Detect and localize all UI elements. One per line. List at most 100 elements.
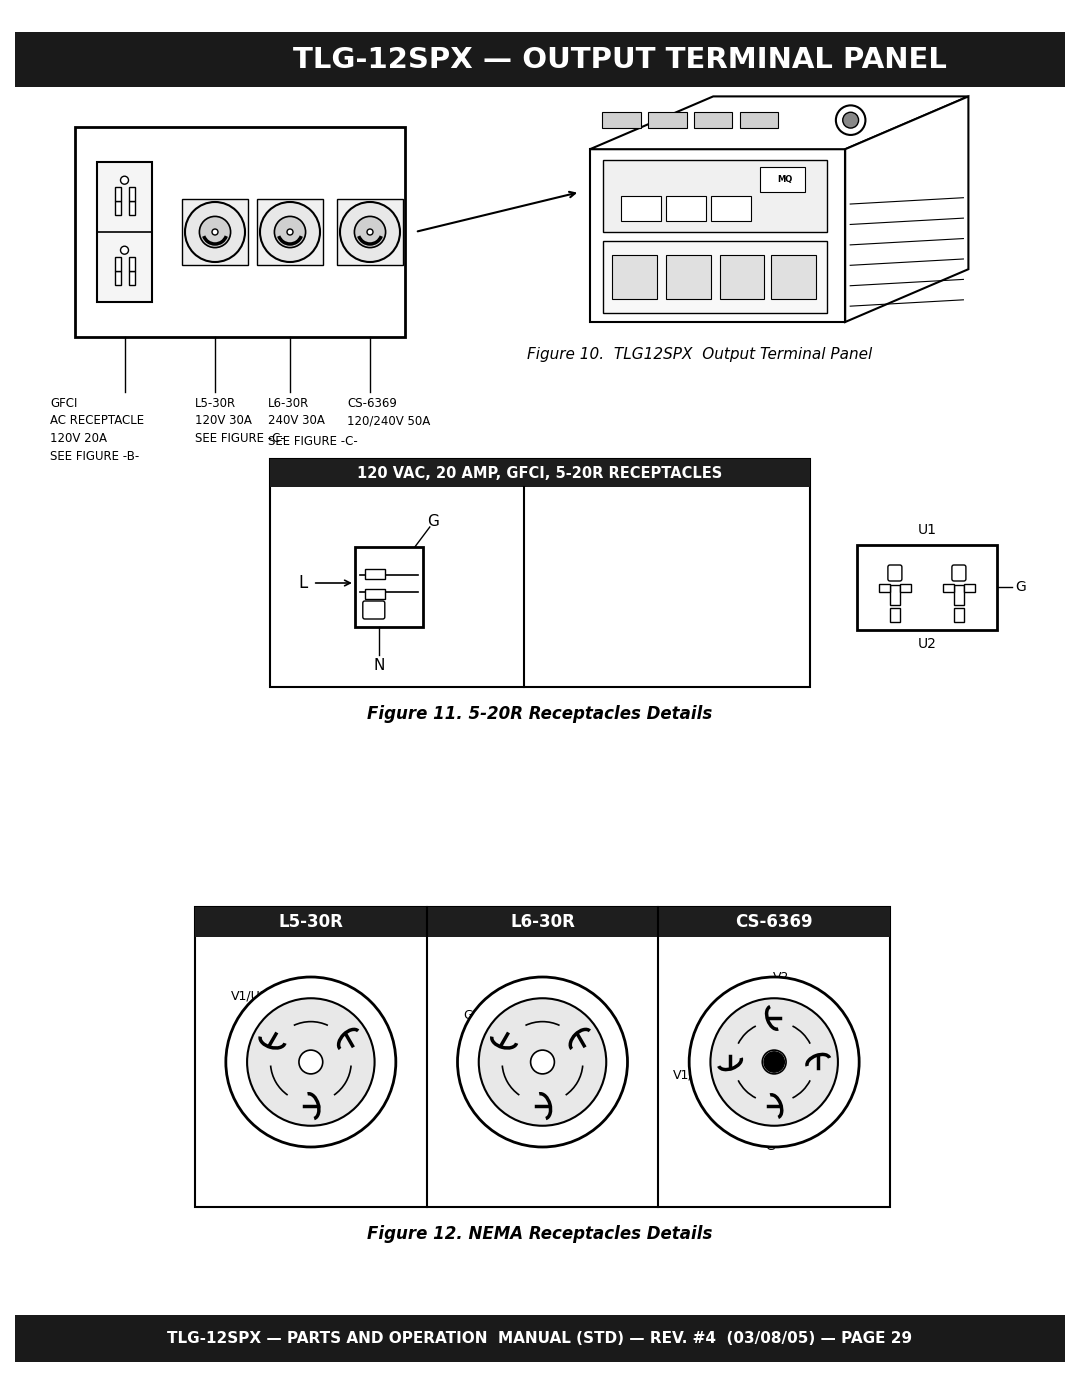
Text: U1: U1 bbox=[597, 1017, 615, 1030]
Bar bbox=[879, 584, 890, 592]
Bar bbox=[427, 907, 659, 937]
Circle shape bbox=[836, 105, 865, 136]
Bar bbox=[603, 159, 827, 232]
Bar bbox=[760, 166, 805, 193]
Bar bbox=[890, 585, 900, 605]
Bar bbox=[365, 590, 384, 599]
Text: TLG-12SPX — PARTS AND OPERATION  MANUAL (STD) — REV. #4  (03/08/05) — PAGE 29: TLG-12SPX — PARTS AND OPERATION MANUAL (… bbox=[167, 1331, 913, 1345]
Text: L: L bbox=[298, 574, 308, 592]
Bar bbox=[129, 187, 135, 201]
Bar bbox=[97, 162, 152, 302]
Bar bbox=[195, 907, 427, 937]
Bar bbox=[195, 907, 890, 1207]
Bar bbox=[603, 240, 827, 313]
Bar bbox=[711, 196, 751, 221]
Ellipse shape bbox=[121, 176, 129, 184]
Circle shape bbox=[764, 1052, 784, 1073]
Bar bbox=[270, 460, 810, 488]
Bar bbox=[963, 584, 975, 592]
Text: 120 VAC, 20 AMP, GFCI, 5-20R RECEPTACLES: 120 VAC, 20 AMP, GFCI, 5-20R RECEPTACLES bbox=[357, 465, 723, 481]
Text: G: G bbox=[765, 1140, 774, 1153]
Bar bbox=[719, 256, 765, 299]
Bar bbox=[15, 1315, 1065, 1362]
Circle shape bbox=[458, 977, 627, 1147]
Circle shape bbox=[689, 977, 860, 1147]
Bar bbox=[365, 569, 384, 578]
Bar bbox=[257, 198, 323, 265]
Circle shape bbox=[340, 203, 400, 263]
Circle shape bbox=[842, 112, 859, 129]
Bar bbox=[665, 256, 711, 299]
Circle shape bbox=[260, 203, 320, 263]
Text: Y: Y bbox=[302, 1088, 310, 1101]
Text: X: X bbox=[804, 1009, 812, 1021]
Text: Y: Y bbox=[502, 1088, 510, 1101]
Bar bbox=[648, 112, 687, 129]
Circle shape bbox=[212, 229, 218, 235]
Circle shape bbox=[247, 999, 375, 1126]
Bar bbox=[15, 32, 1065, 87]
Text: U2: U2 bbox=[918, 637, 936, 651]
Text: U1: U1 bbox=[843, 1041, 861, 1053]
Polygon shape bbox=[846, 96, 969, 321]
Text: V2: V2 bbox=[526, 1137, 542, 1150]
Circle shape bbox=[478, 999, 606, 1126]
Bar bbox=[129, 257, 135, 271]
Text: L5-30R: L5-30R bbox=[279, 914, 343, 930]
Circle shape bbox=[354, 217, 386, 247]
Bar bbox=[954, 608, 963, 622]
Bar bbox=[856, 545, 997, 630]
Ellipse shape bbox=[121, 246, 129, 254]
Circle shape bbox=[530, 1051, 554, 1074]
Circle shape bbox=[367, 229, 373, 235]
Circle shape bbox=[200, 217, 231, 247]
Bar bbox=[740, 112, 779, 129]
Text: Figure 10.  TLG12SPX  Output Terminal Panel: Figure 10. TLG12SPX Output Terminal Pane… bbox=[527, 346, 873, 362]
Bar bbox=[659, 907, 890, 937]
Text: U1: U1 bbox=[917, 522, 936, 536]
Text: X: X bbox=[551, 1088, 559, 1101]
Bar bbox=[900, 584, 910, 592]
FancyBboxPatch shape bbox=[363, 601, 384, 619]
Text: G: G bbox=[1015, 580, 1026, 594]
Circle shape bbox=[185, 203, 245, 263]
Text: Figure 12. NEMA Receptacles Details: Figure 12. NEMA Receptacles Details bbox=[367, 1225, 713, 1243]
Text: TLG-12SPX — OUTPUT TERMINAL PANEL: TLG-12SPX — OUTPUT TERMINAL PANEL bbox=[293, 46, 947, 74]
Bar bbox=[114, 257, 121, 271]
Bar bbox=[621, 196, 661, 221]
Bar bbox=[665, 196, 706, 221]
Text: W: W bbox=[757, 1056, 771, 1069]
Bar bbox=[943, 584, 954, 592]
Bar bbox=[129, 271, 135, 285]
Polygon shape bbox=[590, 149, 846, 321]
Text: V1/U2: V1/U2 bbox=[231, 989, 268, 1002]
Text: V1/U2: V1/U2 bbox=[673, 1069, 711, 1081]
Bar bbox=[114, 271, 121, 285]
Text: L6-30R
240V 30A: L6-30R 240V 30A bbox=[268, 397, 325, 427]
Text: CS-6369
120/240V 50A: CS-6369 120/240V 50A bbox=[347, 397, 430, 427]
Text: N: N bbox=[373, 658, 384, 672]
Bar bbox=[183, 198, 248, 265]
Text: SEE FIGURE -C-: SEE FIGURE -C- bbox=[268, 434, 357, 448]
Text: L6-30R: L6-30R bbox=[510, 914, 575, 930]
Circle shape bbox=[711, 999, 838, 1126]
Circle shape bbox=[287, 229, 293, 235]
Bar bbox=[771, 256, 816, 299]
Bar bbox=[270, 460, 810, 687]
Text: V2: V2 bbox=[773, 971, 789, 983]
Text: L5-30R
120V 30A
SEE FIGURE -C-: L5-30R 120V 30A SEE FIGURE -C- bbox=[195, 397, 285, 446]
Text: G: G bbox=[357, 1058, 367, 1070]
Bar bbox=[355, 548, 422, 627]
Text: Figure 11. 5-20R Receptacles Details: Figure 11. 5-20R Receptacles Details bbox=[367, 705, 713, 724]
FancyBboxPatch shape bbox=[888, 564, 902, 581]
Bar bbox=[611, 256, 657, 299]
Bar bbox=[890, 608, 900, 622]
Bar bbox=[75, 127, 405, 337]
Bar bbox=[954, 585, 963, 605]
Bar bbox=[337, 198, 403, 265]
Bar bbox=[694, 112, 732, 129]
Text: GFCI
AC RECEPTACLE
120V 20A
SEE FIGURE -B-: GFCI AC RECEPTACLE 120V 20A SEE FIGURE -… bbox=[50, 397, 144, 462]
Bar bbox=[129, 201, 135, 215]
Circle shape bbox=[274, 217, 306, 247]
Text: G: G bbox=[427, 514, 438, 529]
